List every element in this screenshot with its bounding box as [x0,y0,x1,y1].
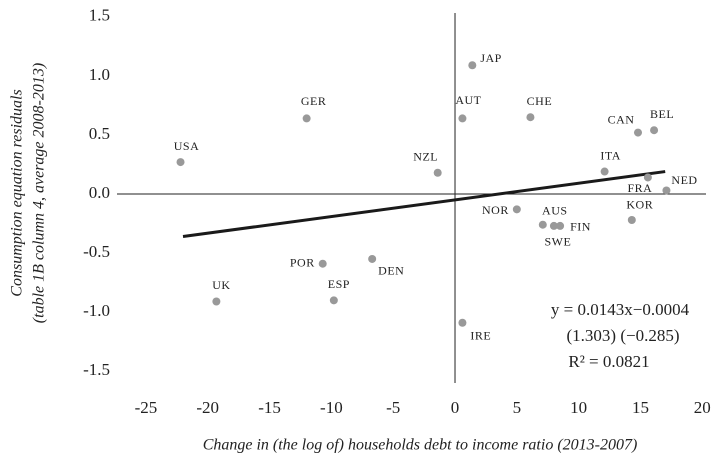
y-tick-label: 0.5 [89,124,110,143]
point-label: SWE [545,235,572,249]
x-tick-label: -15 [258,398,281,417]
point [458,318,467,327]
point-label: FRA [627,181,652,195]
point [650,126,659,135]
point [526,113,535,122]
point-label: JAP [480,51,502,65]
point-label: NZL [413,149,438,163]
point [538,220,547,229]
y-axis-title: (table 1B column 4, average 2008-2013) [31,63,48,323]
point [433,168,442,177]
point-label: NED [671,173,697,187]
x-tick-label: -10 [320,398,343,417]
y-tick-label: 0.0 [89,183,110,202]
annotation: (1.303) (−0.285) [567,326,680,345]
point [600,167,609,176]
point [556,221,565,230]
x-tick-label: -20 [196,398,219,417]
point-label: GER [301,94,327,108]
point-label: USA [174,139,200,153]
point [212,297,221,306]
point [302,114,311,123]
x-axis-title: Change in (the log of) households debt t… [203,437,638,454]
point [662,186,671,195]
y-tick-label: 1.5 [89,6,110,25]
point [633,128,642,137]
point-label: UK [212,278,230,292]
y-tick-label: -0.5 [83,242,110,261]
y-tick-label: -1.0 [83,301,110,320]
point [627,215,636,224]
point-label: ESP [328,277,350,291]
annotation: y = 0.0143x−0.0004 [551,300,690,319]
x-tick-label: -5 [386,398,400,417]
x-tick-label: 5 [513,398,522,417]
point [468,61,477,70]
point-label: ITA [600,148,621,162]
point-label: DEN [378,264,404,278]
point-label: AUT [455,93,481,107]
point-label: KOR [626,198,653,212]
point [176,158,185,167]
y-tick-label: -1.5 [83,360,110,379]
point-label: CHE [527,94,553,108]
y-tick-label: 1.0 [89,65,110,84]
point [368,254,377,263]
x-tick-label: 20 [694,398,711,417]
point-label: POR [290,255,315,269]
x-tick-label: 15 [632,398,649,417]
x-tick-label: 0 [451,398,460,417]
point [643,173,652,182]
annotation: R² = 0.0821 [568,352,649,371]
point [329,296,338,305]
point [512,205,521,214]
point-label: FIN [570,220,591,234]
point-label: BEL [650,107,674,121]
point-label: IRE [470,329,491,343]
fit-line [182,170,666,239]
y-axis-title: Consumption equation residuals [9,89,26,296]
point-label: NOR [482,203,509,217]
point [549,221,558,230]
point [318,259,327,268]
point-label: CAN [608,112,635,126]
point [458,114,467,123]
point-label: AUS [542,203,568,217]
x-tick-label: -25 [135,398,158,417]
x-tick-label: 10 [570,398,587,417]
